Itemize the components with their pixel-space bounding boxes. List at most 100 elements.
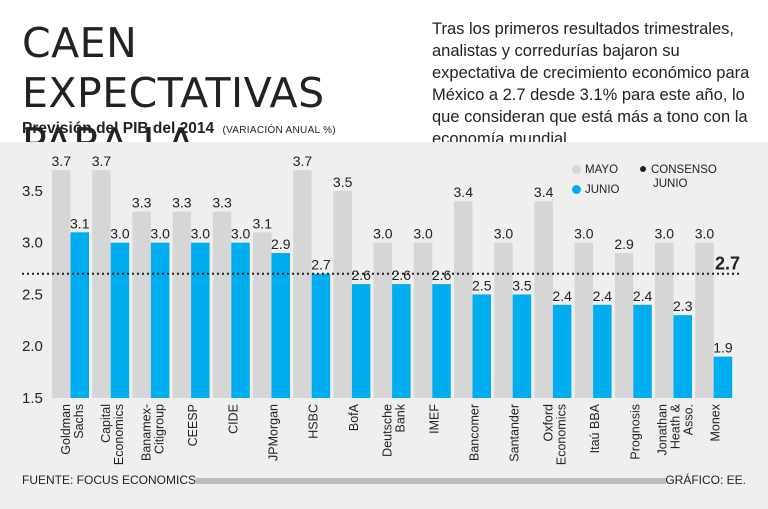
bar-mayo (92, 170, 111, 398)
data-label-junio: 2.3 (673, 298, 693, 314)
bar-mayo (172, 211, 192, 398)
category-label-line: Santander (508, 404, 522, 462)
data-label-junio: 1.9 (713, 340, 733, 356)
category-label: CIDE (226, 404, 240, 434)
bar-junio (150, 242, 170, 398)
category-label-line: CEESP (186, 404, 200, 446)
bar-mayo (333, 190, 352, 398)
category-label: CEESP (186, 404, 200, 446)
legend-item-consenso: CONSENSO (640, 164, 717, 176)
data-label-mayo: 3.4 (534, 184, 554, 200)
data-label-junio: 3.0 (231, 226, 251, 242)
data-label-junio: 3.5 (512, 277, 532, 293)
data-label-junio: 3.1 (70, 215, 90, 231)
category-label-line: Itaú BBA (588, 403, 602, 453)
legend-item-consenso-sub: JUNIO (653, 178, 688, 190)
bar-mayo (574, 242, 594, 398)
category-label: Bancomer (468, 404, 482, 461)
category-label: JPMorgan (267, 404, 281, 461)
category-label-line: Economics (112, 404, 126, 465)
chart-subtitle: Previsión del PIB del 2014 (VARIACIÓN AN… (22, 120, 336, 138)
bar-mayo (494, 242, 513, 398)
category-label: Prognosis (628, 404, 642, 460)
legend-item-junio: JUNIO (572, 184, 620, 196)
legend-swatch-mayo (572, 165, 581, 174)
data-label-mayo: 3.0 (655, 226, 675, 242)
category-label-line: Oxford (541, 404, 555, 442)
source-note: FUENTE: FOCUS ECONOMICS. (22, 473, 200, 487)
category-label-line: Economics (554, 404, 568, 465)
data-label-mayo: 3.7 (92, 153, 112, 169)
consensus-value-label: 2.7 (715, 254, 740, 274)
data-label-junio: 3.0 (150, 226, 170, 242)
bar-mayo (293, 170, 312, 398)
category-label: CapitalEconomics (99, 404, 126, 465)
subtitle-note: (VARIACIÓN ANUAL %) (222, 125, 336, 136)
data-label-mayo: 3.3 (172, 195, 192, 211)
category-label-line: Heath & (669, 403, 683, 449)
category-label: GoldmanSachs (59, 404, 86, 455)
bar-junio (512, 294, 532, 398)
bar-mayo (212, 211, 232, 398)
y-tick-label: 3.0 (22, 235, 43, 252)
category-label: Santander (508, 404, 522, 462)
bar-mayo (52, 170, 71, 398)
bar-junio (713, 356, 733, 398)
category-label: DeutscheBank (381, 403, 408, 457)
category-label-line: Jonathan (656, 404, 670, 455)
category-label: Itaú BBA (588, 403, 602, 453)
data-label-junio: 2.6 (392, 267, 412, 283)
legend-swatch-junio (572, 185, 581, 194)
category-label-line: Goldman (59, 404, 73, 455)
data-label-mayo: 3.3 (212, 195, 232, 211)
category-label-line: Bancomer (468, 404, 482, 461)
category-label: JonathanHeath &Asso. (656, 403, 696, 455)
data-label-mayo: 3.0 (695, 226, 715, 242)
category-label-line: BofA (347, 403, 361, 431)
category-label-line: Asso. (682, 404, 696, 435)
bar-mayo (373, 242, 393, 398)
category-label: Banamex-Citigroup (139, 404, 166, 461)
data-label-junio: 3.0 (191, 226, 211, 242)
category-label-line: Sachs (72, 404, 86, 439)
bar-mayo (614, 253, 634, 398)
y-tick-label: 1.5 (22, 390, 43, 407)
category-label-line: Prognosis (628, 404, 642, 460)
bar-junio (351, 284, 371, 398)
data-label-junio: 2.5 (472, 277, 492, 293)
bar-junio (593, 304, 612, 398)
bar-junio (392, 284, 411, 398)
data-label-mayo: 2.9 (614, 236, 634, 252)
category-label: BofA (347, 403, 361, 431)
data-label-mayo: 3.7 (52, 153, 72, 169)
data-label-junio: 2.6 (432, 267, 452, 283)
subtitle-text: Previsión del PIB del 2014 (22, 120, 215, 137)
data-label-junio: 3.0 (110, 226, 130, 242)
data-label-mayo: 3.0 (494, 226, 514, 242)
bar-junio (552, 304, 572, 398)
category-label: IMEF (427, 404, 441, 434)
category-label-line: JPMorgan (267, 404, 281, 461)
category-label-line: HSBC (307, 404, 321, 439)
y-tick-label: 2.5 (22, 286, 43, 303)
bar-mayo (413, 242, 433, 398)
legend-label-consenso-sub: JUNIO (653, 178, 688, 190)
data-label-mayo: 3.0 (574, 226, 594, 242)
bar-junio (472, 294, 491, 398)
data-label-mayo: 3.1 (253, 215, 273, 231)
legend-label-consenso: CONSENSO (651, 164, 717, 176)
bar-junio (110, 242, 130, 398)
category-label-line: Capital (99, 404, 113, 443)
bar-mayo (454, 201, 473, 398)
category-label-line: Monex (709, 403, 723, 441)
bar-junio (191, 242, 210, 398)
category-label-line: Banamex- (139, 404, 153, 461)
data-label-junio: 2.4 (593, 288, 613, 304)
legend-label-junio: JUNIO (585, 184, 620, 196)
bar-mayo (534, 201, 553, 398)
bar-junio (673, 315, 692, 398)
category-label-line: Citigroup (152, 404, 166, 454)
data-label-mayo: 3.3 (132, 195, 152, 211)
data-label-junio: 2.4 (552, 288, 572, 304)
y-tick-label: 2.0 (22, 338, 43, 355)
